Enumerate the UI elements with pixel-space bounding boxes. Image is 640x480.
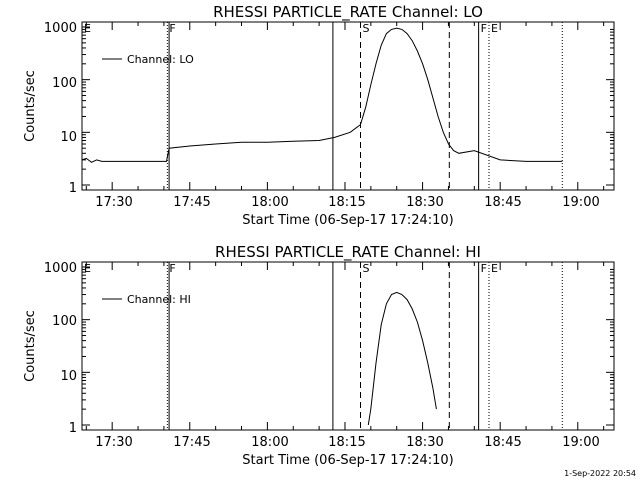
hi-marker-label: F xyxy=(169,262,175,275)
hi-x-tick-label: 17:30 xyxy=(95,435,132,450)
hi-x-tick-label: 19:00 xyxy=(562,435,599,450)
lo-x-tick-label: 18:15 xyxy=(328,195,365,210)
hi-y-axis-label: Counts/sec xyxy=(23,310,38,382)
lo-y-tick-label: 1000 xyxy=(44,21,77,36)
hi-x-tick-label: 17:45 xyxy=(173,435,210,450)
timestamp-stamp: 1-Sep-2022 20:54 xyxy=(564,469,636,478)
hi-y-tick-label: 1 xyxy=(69,421,77,436)
lo-marker-label: F xyxy=(169,22,175,35)
hi-marker-label: E xyxy=(491,262,498,275)
lo-chart-title: RHESSI PARTICLE_RATE Channel: LO xyxy=(213,3,483,22)
hi-x-tick-label: 18:00 xyxy=(251,435,288,450)
hi-x-tick-label: 18:30 xyxy=(406,435,443,450)
hi-channel-panel: RHESSI PARTICLE_RATE Channel: HI 1000 10… xyxy=(23,243,615,468)
lo-y-tick-label: 100 xyxy=(52,76,77,91)
lo-legend: Channel: LO xyxy=(102,53,194,66)
hi-plot-frame xyxy=(81,261,615,431)
lo-x-axis: 17:30 17:45 18:00 18:15 18:30 18:45 19:0… xyxy=(95,195,599,210)
lo-x-tick-label: 18:45 xyxy=(484,195,521,210)
hi-y-tick-label: 10 xyxy=(60,369,77,384)
lo-channel-panel: RHESSI PARTICLE_RATE Channel: LO 1000 10… xyxy=(23,3,615,228)
hi-y-tick-label: 100 xyxy=(52,314,77,329)
hi-x-tick-label: 18:45 xyxy=(484,435,521,450)
hi-marker-label: F xyxy=(481,262,487,275)
lo-x-axis-label: Start Time (06-Sep-17 17:24:10) xyxy=(242,213,453,228)
lo-x-tick-label: 17:30 xyxy=(95,195,132,210)
hi-x-axis-label: Start Time (06-Sep-17 17:24:10) xyxy=(242,453,453,468)
hi-series-line xyxy=(367,291,437,426)
lo-marker-label: E xyxy=(491,22,498,35)
hi-chart-title: RHESSI PARTICLE_RATE Channel: HI xyxy=(215,243,481,262)
lo-x-tick-label: 19:00 xyxy=(562,195,599,210)
lo-y-axis: 1000 100 10 1 xyxy=(44,21,77,196)
lo-marker-label: F xyxy=(481,22,487,35)
hi-legend: Channel: HI xyxy=(102,293,191,306)
lo-y-tick-label: 1 xyxy=(69,181,77,196)
lo-series-line xyxy=(81,27,563,163)
lo-marker-label: E xyxy=(84,22,91,35)
hi-legend-label: Channel: HI xyxy=(127,293,191,306)
lo-legend-label: Channel: LO xyxy=(127,53,194,66)
lo-x-tick-label: 17:45 xyxy=(173,195,210,210)
lo-y-axis-label: Counts/sec xyxy=(23,70,38,142)
lo-plot-frame xyxy=(81,21,615,191)
hi-marker-label: S xyxy=(363,262,370,275)
hi-y-tick-label: 1000 xyxy=(44,261,77,276)
lo-marker-label: S xyxy=(363,22,370,35)
lo-x-tick-label: 18:00 xyxy=(251,195,288,210)
hi-y-axis: 1000 100 10 1 xyxy=(44,261,77,436)
hi-x-axis: 17:30 17:45 18:00 18:15 18:30 18:45 19:0… xyxy=(95,435,599,450)
lo-x-tick-label: 18:30 xyxy=(406,195,443,210)
lo-y-tick-label: 10 xyxy=(60,130,77,145)
hi-x-tick-label: 18:15 xyxy=(328,435,365,450)
hi-marker-label: E xyxy=(84,262,91,275)
